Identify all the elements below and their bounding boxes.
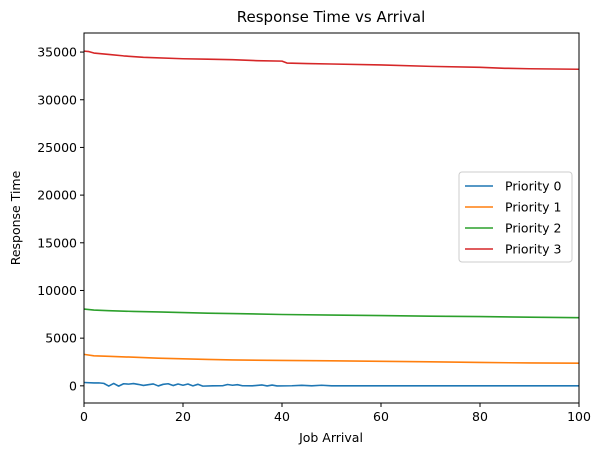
x-axis-title: Job Arrival (298, 430, 363, 445)
y-tick-label: 35000 (37, 45, 77, 60)
legend-label-priority-1: Priority 1 (505, 200, 561, 215)
x-tick-label: 100 (567, 409, 591, 424)
series-line-priority-0 (84, 381, 579, 387)
series-line-priority-1 (84, 353, 579, 364)
x-axis: 0 20 40 60 80 100 (80, 403, 591, 424)
x-tick-label: 0 (80, 409, 88, 424)
y-tick-label: 0 (69, 378, 77, 393)
y-tick-label: 10000 (37, 283, 77, 298)
y-tick-label: 25000 (37, 140, 77, 155)
chart-title: Response Time vs Arrival (237, 8, 425, 26)
series-layer (84, 50, 579, 387)
y-tick-label: 5000 (45, 331, 77, 346)
legend: Priority 0 Priority 1 Priority 2 Priority 3 (458, 171, 573, 263)
plot-frame (83, 32, 580, 404)
series-line-priority-3 (84, 50, 579, 71)
y-axis-title: Response Time (8, 170, 23, 265)
y-axis: 0 5000 10000 15000 20000 25000 30000 35000 (37, 45, 84, 393)
plot-series-area (84, 50, 579, 387)
legend-label-priority-3: Priority 3 (505, 242, 561, 257)
x-tick-label: 40 (274, 409, 290, 424)
legend-box (458, 171, 573, 263)
x-tick-label: 80 (472, 409, 488, 424)
legend-label-priority-2: Priority 2 (505, 221, 561, 236)
legend-label-priority-0: Priority 0 (505, 179, 561, 194)
x-tick-label: 60 (373, 409, 389, 424)
x-tick-label: 20 (175, 409, 191, 424)
y-tick-label: 15000 (37, 235, 77, 250)
y-tick-label: 30000 (37, 92, 77, 107)
series-line-priority-2 (84, 308, 579, 319)
y-tick-label: 20000 (37, 188, 77, 203)
